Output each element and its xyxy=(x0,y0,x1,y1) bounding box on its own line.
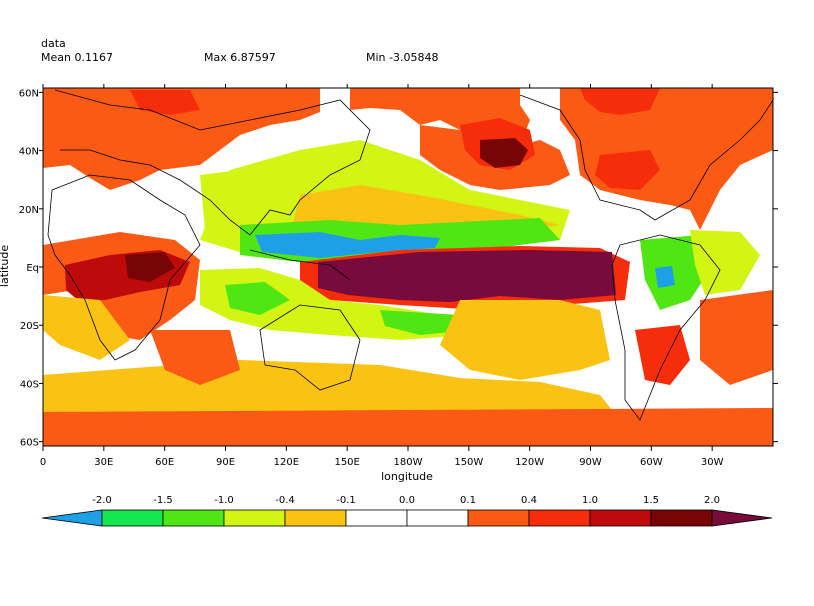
colorbar-label: -0.4 xyxy=(275,495,295,506)
coast-africa xyxy=(47,174,201,361)
y-tick-label: 60S xyxy=(20,438,39,449)
region-north-america xyxy=(560,88,773,230)
y-tick-label: 20N xyxy=(19,205,39,216)
x-tick-label: 90W xyxy=(579,457,602,468)
colorbar: -2.0 -1.5 -1.0 -0.4 -0.1 0.0 0.1 0.4 1.0 1.5 2.0 xyxy=(41,495,773,527)
y-tick-label: Eq xyxy=(26,263,39,274)
y-tick-label: 60N xyxy=(19,88,39,99)
colorbar-label: -1.5 xyxy=(153,495,173,506)
coast-north-america xyxy=(519,94,773,221)
max-readout: Max 6.87597 xyxy=(204,51,276,64)
region-arctic-dark xyxy=(580,88,660,115)
region-samerica-green xyxy=(640,235,710,310)
colorbar-label: 0.4 xyxy=(521,495,537,506)
colorbar-label: 1.5 xyxy=(643,495,659,506)
region-enso-core xyxy=(318,250,616,302)
x-tick-label: 120W xyxy=(515,457,544,468)
region-satlantic-yellow xyxy=(690,230,760,295)
colorbar-box xyxy=(162,509,225,527)
colorbar-label: -2.0 xyxy=(92,495,112,506)
x-tick-label: 30W xyxy=(701,457,724,468)
colorbar-box xyxy=(284,509,347,527)
colorbar-label: -0.1 xyxy=(336,495,356,506)
colorbar-box xyxy=(528,509,591,527)
x-tick-label: 90E xyxy=(216,457,235,468)
axis-ticks: 0 30E 60E 90E 120E 150E 180W 150W 120W 90W 60W 30W 6… xyxy=(19,84,778,468)
x-tick-label: 180W xyxy=(394,457,423,468)
coast-australia xyxy=(259,304,361,391)
region-africa-darkest xyxy=(125,252,175,282)
region-sopac-orange xyxy=(440,300,610,380)
region-north-atlantic xyxy=(43,88,320,190)
colorbar-box xyxy=(406,509,469,527)
region-southern-ocean xyxy=(43,408,773,446)
y-axis-title: latitude xyxy=(0,245,11,287)
x-tick-label: 30E xyxy=(94,457,113,468)
colorbar-label: 0.0 xyxy=(399,495,415,506)
x-axis-title: longitude xyxy=(381,470,433,483)
region-pacific-hot xyxy=(480,138,528,168)
anomaly-field xyxy=(43,88,773,446)
region-wpac-blue xyxy=(255,232,440,258)
region-samerica-blue xyxy=(655,266,675,288)
region-europe-red xyxy=(130,90,200,115)
region-madagascar-red xyxy=(150,330,240,385)
region-chile-red xyxy=(635,325,690,385)
coastlines xyxy=(47,89,773,421)
coast-eurasia xyxy=(54,89,371,236)
x-tick-label: 150W xyxy=(454,457,483,468)
region-indian-green xyxy=(225,282,290,315)
mean-readout: Mean 0.1167 xyxy=(41,51,113,64)
region-southern-orange xyxy=(43,295,130,360)
colorbar-box xyxy=(650,509,713,527)
coast-south-america xyxy=(611,234,721,421)
x-tick-label: 150E xyxy=(334,457,359,468)
colorbar-label: 2.0 xyxy=(704,495,720,506)
colorbar-box xyxy=(467,509,530,527)
colorbar-box xyxy=(101,509,164,527)
region-satlantic-orange xyxy=(700,290,773,385)
y-tick-label: 40N xyxy=(19,147,39,158)
x-tick-label: 60E xyxy=(155,457,174,468)
colorbar-high-triangle xyxy=(711,509,773,527)
colorbar-label: 0.1 xyxy=(460,495,476,506)
x-tick-label: 60W xyxy=(640,457,663,468)
colorbar-box xyxy=(223,509,286,527)
x-tick-label: 0 xyxy=(40,457,46,468)
variable-name: data xyxy=(41,37,66,50)
region-namerica-red xyxy=(595,150,660,190)
colorbar-low-triangle xyxy=(41,509,103,527)
y-tick-label: 20S xyxy=(20,321,39,332)
colorbar-label: -1.0 xyxy=(214,495,234,506)
x-tick-label: 120E xyxy=(274,457,299,468)
colorbar-box xyxy=(589,509,652,527)
colorbar-label: 1.0 xyxy=(582,495,598,506)
colorbar-box xyxy=(345,509,408,527)
coast-indonesia xyxy=(249,249,351,281)
region-india-yellow xyxy=(200,170,250,235)
min-readout: Min -3.05848 xyxy=(366,51,439,64)
y-tick-label: 40S xyxy=(20,379,39,390)
